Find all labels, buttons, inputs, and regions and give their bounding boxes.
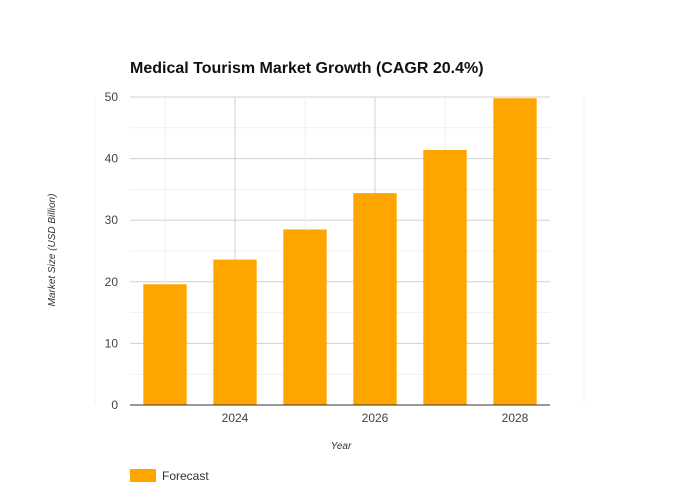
y-tick-label: 30: [105, 213, 119, 227]
bar-2026: [353, 193, 397, 405]
bar-2024: [213, 259, 257, 405]
y-tick-label: 50: [105, 90, 119, 104]
y-axis-title: Market Size (USD Billion): [47, 194, 58, 307]
y-tick-label: 20: [105, 275, 119, 289]
legend: Forecast: [130, 469, 209, 483]
x-tick-label: 2024: [222, 411, 249, 425]
y-tick-label: 0: [111, 398, 118, 412]
x-axis-title: Year: [331, 441, 352, 452]
x-tick-label: 2028: [502, 411, 529, 425]
legend-label-forecast: Forecast: [162, 469, 209, 483]
bar-2028: [493, 98, 537, 405]
y-tick-labels: 0 10 20 30 40 50: [105, 90, 119, 412]
y-tick-label: 40: [105, 152, 119, 166]
chart-title: Medical Tourism Market Growth (CAGR 20.4…: [130, 60, 484, 77]
x-tick-label: 2026: [362, 411, 389, 425]
bars: [143, 98, 537, 405]
x-tick-labels: 2024 2026 2028: [222, 411, 529, 425]
legend-swatch-forecast: [130, 469, 156, 482]
y-tick-label: 10: [105, 336, 119, 350]
bar-2027: [423, 149, 467, 405]
bar-2025: [283, 229, 327, 405]
bar-2023: [143, 284, 187, 405]
